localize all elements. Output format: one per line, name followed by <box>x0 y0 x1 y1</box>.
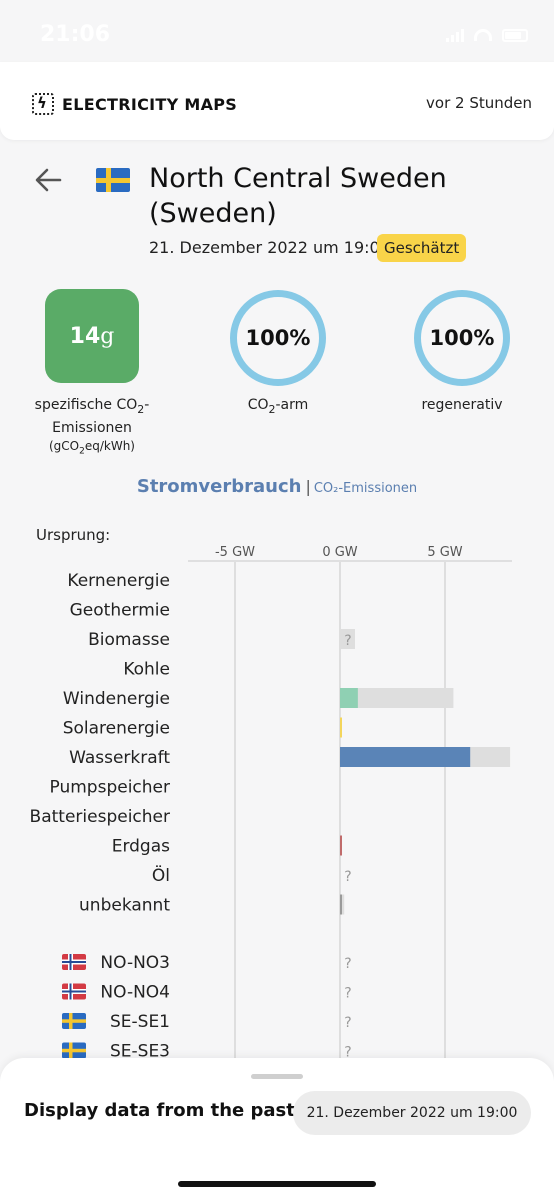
carbon-intensity-value: 14 <box>69 323 101 349</box>
category-label: Erdgas <box>112 837 170 857</box>
category-label: Solarenergie <box>63 719 170 739</box>
production-bar <box>340 894 342 915</box>
unknown-marker: ? <box>344 956 351 972</box>
unknown-box <box>340 629 355 649</box>
app-logo[interactable]: ϟ ELECTRICITY MAPS <box>32 93 237 115</box>
status-bar: 21:06 <box>0 0 554 62</box>
unknown-marker: ? <box>344 633 351 649</box>
status-icons <box>446 28 528 42</box>
consumption-tab[interactable]: Stromverbrauch <box>136 476 302 497</box>
origin-label: Ursprung: <box>36 526 111 544</box>
capacity-bar <box>340 688 454 708</box>
low-carbon-label: CO2-arm <box>200 396 356 419</box>
flag-stripe <box>62 1019 86 1023</box>
low-carbon-label-sub: 2 <box>268 402 276 416</box>
unknown-marker: ? <box>344 1045 351 1061</box>
wifi-icon <box>474 29 492 41</box>
lightning-icon: ϟ <box>32 93 54 115</box>
intensity-label-tail: - <box>144 397 150 413</box>
exchange-label: NO-NO3 <box>100 953 170 973</box>
app-header: ϟ ELECTRICITY MAPS vor 2 Stunden <box>0 62 554 140</box>
x-tick-label: 5 GW <box>427 545 462 560</box>
exchange-label: NO-NO4 <box>100 983 170 1003</box>
capacity-bar <box>340 894 345 915</box>
display-mode-switch: Stromverbrauch | CO₂-Emissionen <box>0 476 554 497</box>
sheet-drag-handle[interactable] <box>251 1074 303 1079</box>
unknown-marker: ? <box>344 1015 351 1031</box>
low-carbon-label-a: CO <box>247 397 269 413</box>
flag-stripe <box>62 961 86 963</box>
flag-stripe <box>62 1048 86 1053</box>
category-label: Batteriespeicher <box>30 807 170 827</box>
emissions-tab[interactable]: CO₂-Emissionen <box>313 481 418 496</box>
intensity-label-line1: spezifische CO <box>34 397 138 413</box>
low-carbon-ring[interactable]: 100% <box>230 290 326 386</box>
renewable-label: regenerativ <box>421 397 503 413</box>
category-label: Öl <box>152 864 170 886</box>
category-label: unbekannt <box>79 896 170 916</box>
past-data-title: Display data from the past <box>24 1100 295 1121</box>
category-label: Windenergie <box>63 689 170 709</box>
carbon-intensity-label: spezifische CO2- Emissionen (gCO2eq/kWh) <box>22 396 162 459</box>
carbon-intensity-unit: g <box>100 323 115 349</box>
intensity-unit-sub: 2 <box>79 446 85 457</box>
unknown-marker: ? <box>344 986 351 1002</box>
last-updated: vor 2 Stunden <box>426 94 532 112</box>
bottom-sheet: Display data from the past 21. Dezember … <box>0 1058 554 1200</box>
intensity-label-sub: 2 <box>137 402 145 416</box>
estimated-badge[interactable]: Geschätzt <box>377 234 467 262</box>
zone-date: 21. Dezember 2022 um 19:00 <box>149 238 390 257</box>
signal-icon <box>446 28 464 42</box>
x-tick-label: 0 GW <box>322 545 357 560</box>
category-label: Wasserkraft <box>69 748 170 768</box>
production-bar <box>340 835 342 856</box>
mode-separator: | <box>305 477 311 496</box>
logo-text: ELECTRICITY MAPS <box>62 94 238 114</box>
category-label: Pumpspeicher <box>50 778 170 798</box>
intensity-label-line2: Emissionen <box>52 419 132 436</box>
production-chart: -5 GW 0 GW 5 GW Kernenergie Geothermie Biomas… <box>30 545 512 1070</box>
exchange-label: SE-SE3 <box>110 1042 170 1062</box>
battery-icon <box>502 28 528 42</box>
production-bar <box>340 747 471 767</box>
production-bar <box>340 688 358 708</box>
exchange-label: SE-SE1 <box>110 1012 170 1032</box>
intensity-unit-b: eq/kWh) <box>84 438 135 453</box>
sweden-flag-icon <box>96 168 130 192</box>
category-label: Kohle <box>123 660 170 680</box>
flag-stripe <box>62 990 86 993</box>
category-label: Biomasse <box>88 630 170 650</box>
renewable-ring[interactable]: 100% <box>414 290 510 386</box>
unknown-marker: ? <box>344 869 351 885</box>
date-picker-button[interactable]: 21. Dezember 2022 um 19:00 <box>293 1091 531 1135</box>
production-bar <box>340 717 342 738</box>
low-carbon-label-b: -arm <box>275 397 309 413</box>
intensity-unit-a: (gCO <box>48 438 80 453</box>
status-time: 21:06 <box>40 22 111 47</box>
category-label: Geothermie <box>70 601 170 621</box>
carbon-intensity-box[interactable]: 14 g <box>45 289 139 383</box>
zone-title: North Central Sweden (Sweden) <box>149 163 447 229</box>
x-tick-label: -5 GW <box>215 545 255 560</box>
category-label: Kernenergie <box>67 571 170 591</box>
back-arrow-icon[interactable] <box>33 166 63 194</box>
home-indicator <box>178 1181 376 1187</box>
